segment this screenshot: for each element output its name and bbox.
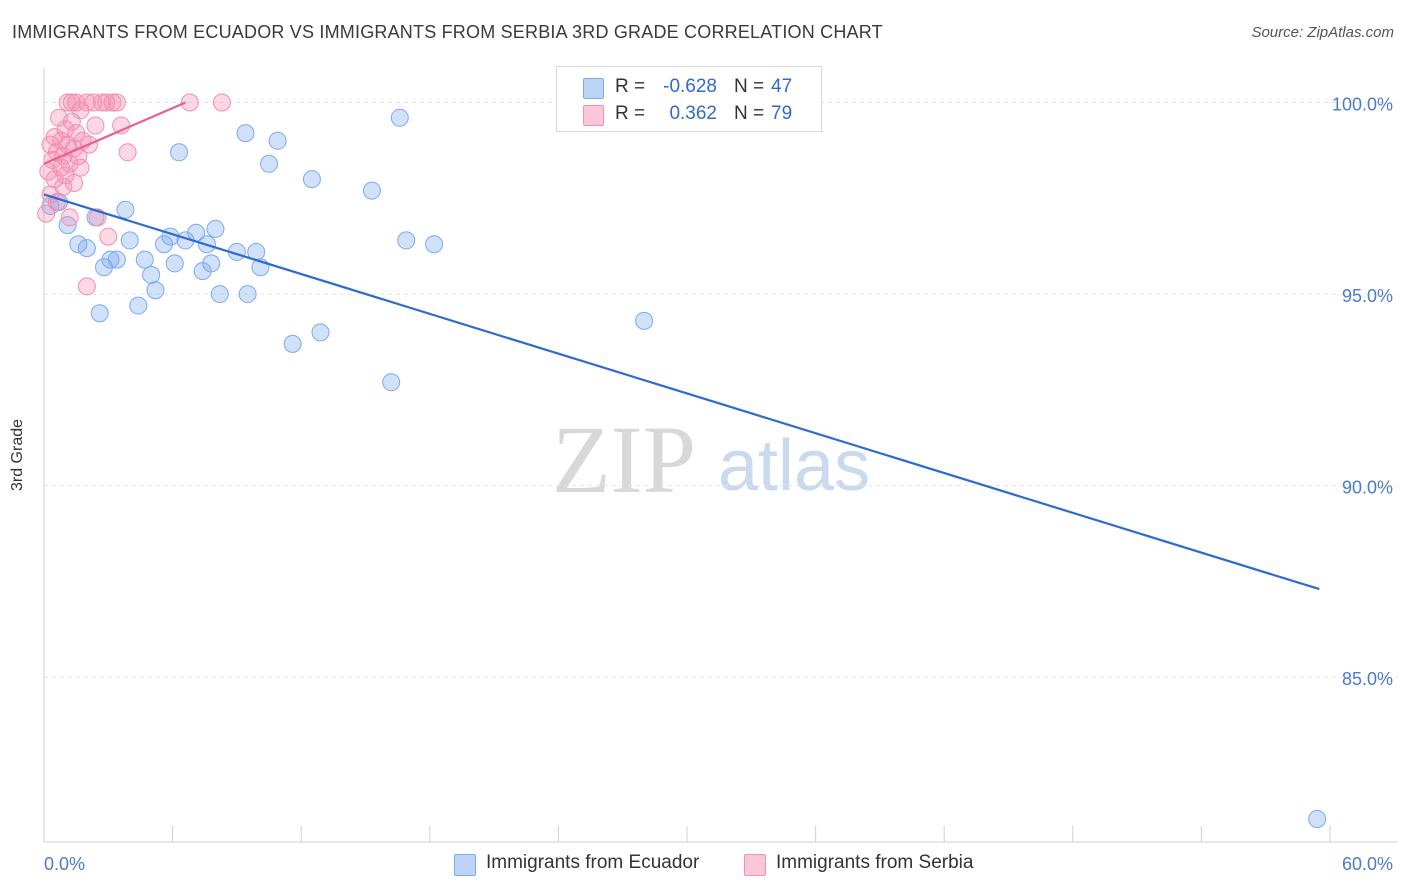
bottom-ecuador-label: Immigrants from Ecuador: [486, 852, 700, 873]
serbia-swatch: [583, 105, 604, 126]
serbia-point: [103, 93, 122, 112]
ecuador-point: [120, 231, 139, 250]
ecuador-point: [135, 250, 154, 269]
bottom-serbia-label: Immigrants from Serbia: [776, 852, 974, 873]
serbia-point: [180, 93, 199, 112]
ecuador-r-value: -0.628: [663, 76, 717, 97]
ecuador-swatch: [583, 78, 604, 99]
ecuador-point: [58, 216, 77, 235]
bottom-ecuador-swatch: [454, 854, 476, 876]
ecuador-point: [362, 181, 381, 200]
ecuador-point: [107, 250, 126, 269]
ecuador-point: [170, 143, 189, 162]
watermark-atlas: atlas: [718, 426, 870, 506]
ecuador-point: [142, 265, 161, 284]
ecuador-point: [1308, 810, 1327, 829]
ecuador-point: [238, 285, 257, 304]
ecuador-point: [283, 334, 302, 353]
serbia-point: [54, 177, 73, 196]
serbia-point: [92, 93, 111, 112]
serbia-n-label: N =: [734, 103, 765, 124]
y-tick-label: 100.0%: [1332, 94, 1393, 114]
ecuador-point: [382, 373, 401, 392]
serbia-point: [118, 143, 137, 162]
source-credit: Source: ZipAtlas.com: [1251, 24, 1394, 41]
bottom-serbia-swatch: [744, 854, 766, 876]
stats-legend: R = -0.628 N = 47 R = 0.362 N = 79: [556, 66, 822, 132]
ecuador-point: [165, 254, 184, 273]
watermark-zip: ZIP: [552, 406, 696, 513]
serbia-point: [65, 173, 84, 192]
ecuador-point: [311, 323, 330, 342]
ecuador-point: [260, 154, 279, 173]
ecuador-point: [202, 254, 221, 273]
serbia-r-label: R =: [615, 103, 646, 124]
ecuador-point: [101, 250, 120, 269]
ecuador-point: [129, 296, 148, 315]
legend-row-ecuador: R = -0.628 N = 47: [557, 73, 821, 101]
serbia-point: [77, 277, 96, 296]
serbia-point: [99, 227, 118, 246]
ecuador-point: [210, 285, 229, 304]
ecuador-point: [155, 235, 174, 254]
ecuador-point: [635, 311, 654, 330]
serbia-point: [212, 93, 231, 112]
serbia-n-value: 79: [771, 103, 793, 124]
ecuador-point: [268, 131, 287, 150]
serbia-r-value: 0.362: [669, 103, 717, 124]
serbia-point: [67, 124, 86, 143]
ecuador-point: [69, 235, 88, 254]
ecuador-n-label: N =: [734, 76, 765, 97]
ecuador-point: [206, 219, 225, 238]
ecuador-point: [397, 231, 416, 250]
y-tick-label: 90.0%: [1342, 478, 1393, 498]
ecuador-point: [390, 108, 409, 127]
x-tick-label: 60.0%: [1342, 854, 1393, 874]
y-tick-label: 85.0%: [1342, 669, 1393, 689]
legend-row-serbia: R = 0.362 N = 79: [557, 100, 821, 128]
serbia-point: [77, 93, 96, 112]
ecuador-point: [146, 281, 165, 300]
ecuador-r-label: R =: [615, 76, 646, 97]
ecuador-point: [425, 235, 444, 254]
serbia-point: [71, 158, 90, 177]
ecuador-point: [236, 124, 255, 143]
serbia-point: [37, 204, 56, 223]
ecuador-point: [90, 304, 109, 323]
serbia-point: [97, 93, 116, 112]
ecuador-point: [116, 200, 135, 219]
ecuador-point: [302, 170, 321, 189]
ecuador-point: [77, 239, 96, 258]
serbia-point: [86, 116, 105, 135]
serbia-point: [60, 208, 79, 227]
serbia-point: [107, 93, 126, 112]
serbia-trend-line: [43, 101, 186, 165]
serbia-point: [56, 120, 75, 139]
ecuador-n-value: 47: [771, 76, 793, 97]
x-tick-label: 0.0%: [44, 854, 85, 874]
chart-title: IMMIGRANTS FROM ECUADOR VS IMMIGRANTS FR…: [12, 22, 883, 42]
y-tick-label: 95.0%: [1342, 286, 1393, 306]
ecuador-trend-line: [43, 193, 1320, 591]
